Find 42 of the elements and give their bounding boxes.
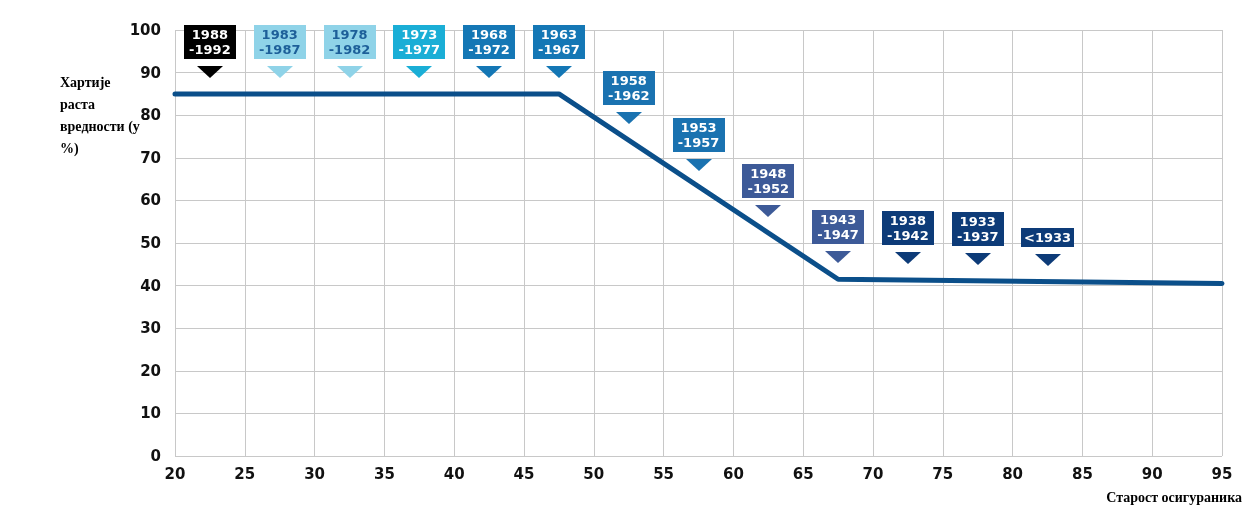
x-tick-label: 80 (1002, 464, 1024, 483)
y-axis-title: Хартије раста вредности (у %) (60, 75, 140, 156)
x-tick-label: 20 (164, 464, 186, 483)
x-tick-label: 65 (792, 464, 814, 483)
x-tick-label: 50 (583, 464, 605, 483)
annotation: 1938 -1942 (881, 210, 934, 245)
x-tick-label: 85 (1071, 464, 1093, 483)
y-tick-label: 20 (140, 361, 161, 380)
annotation: 1968 -1972 (463, 25, 516, 59)
x-tick-label: 60 (722, 464, 744, 483)
y-tick-label: 90 (140, 63, 161, 82)
y-tick-label: 50 (140, 234, 161, 252)
annotation: 1948 -1952 (742, 163, 795, 198)
x-tick-label: 30 (304, 464, 326, 483)
annotation: 1958 -1962 (602, 71, 655, 106)
x-tick-label: 75 (932, 464, 954, 483)
annotation: 1983 -1987 (253, 25, 306, 59)
y-tick-label: 70 (140, 148, 161, 167)
y-tick-label: 60 (140, 191, 161, 210)
x-axis-title: Старост осигураника (1106, 490, 1242, 506)
x-tick-label: 90 (1141, 464, 1163, 483)
x-tick-label: 35 (373, 464, 395, 483)
x-tick-label: 70 (862, 464, 884, 483)
y-tick-label: 0 (150, 447, 161, 465)
annotation: 1978 -1982 (323, 25, 376, 59)
annotation: 1973 -1977 (393, 25, 446, 59)
y-tick-label: 100 (129, 21, 161, 39)
y-tick-label: 30 (140, 319, 161, 338)
x-tick-label: 25 (234, 464, 256, 483)
annotation: 1933 -1937 (951, 211, 1004, 246)
annotation: 1988 -1992 (183, 25, 236, 59)
annotation: 1963 -1967 (532, 25, 585, 59)
y-tick-label: 40 (140, 276, 161, 295)
annotation: <1933 (1021, 227, 1075, 247)
x-tick-label: 55 (653, 464, 675, 483)
annotation: 1943 -1947 (812, 210, 865, 245)
x-tick-label: 95 (1211, 464, 1233, 483)
x-tick-label: 40 (443, 464, 465, 483)
y-tick-label: 10 (140, 404, 161, 423)
y-tick-label: 80 (140, 106, 161, 125)
annotation: 1953 -1957 (672, 117, 725, 152)
x-tick-label: 45 (513, 464, 535, 483)
